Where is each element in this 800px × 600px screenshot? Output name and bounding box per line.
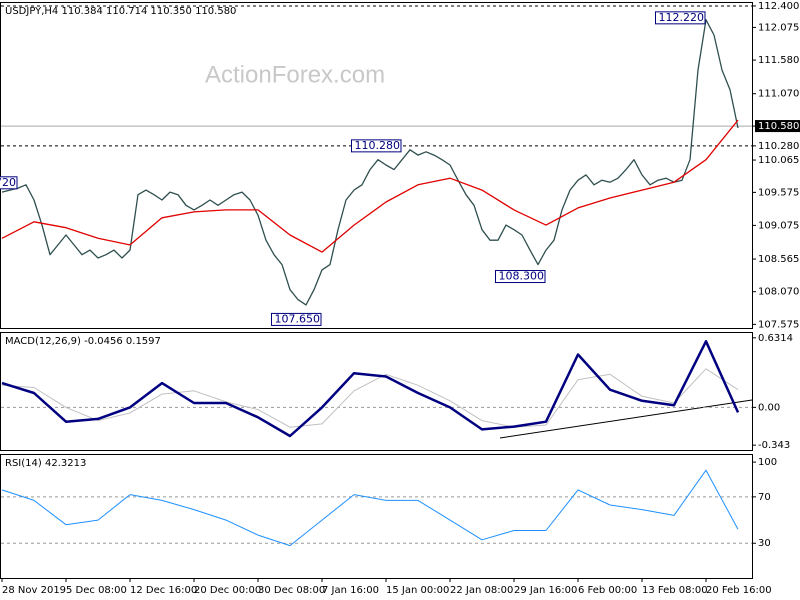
y-tick-label: 108.565 [758, 254, 799, 265]
annotation-box [0, 176, 18, 190]
y-tick-label: 30 [758, 538, 771, 549]
panel-frame [0, 332, 753, 451]
y-tick-label: 0.6314 [758, 333, 793, 344]
price-annotation: 110.280 [351, 139, 402, 153]
y-tick-label: 0.00 [758, 402, 780, 413]
price-annotation: 112.220 [655, 11, 706, 25]
price-annotation: 720 [0, 176, 18, 190]
y-tick-label: 112.075 [758, 22, 799, 33]
y-tick-label: 109.575 [758, 187, 799, 198]
x-tick-label: 29 Jan 16:00 [514, 585, 577, 596]
series-line [1, 368, 739, 428]
x-tick-label: 22 Jan 08:00 [450, 585, 513, 596]
annotation-box [271, 312, 322, 326]
annotation-label: 720 [0, 176, 16, 189]
annotation-box [495, 270, 546, 284]
y-tick-label: -0.343 [758, 440, 790, 451]
panel-title: RSI(14) 42.3213 [5, 458, 86, 469]
series-line [1, 469, 739, 547]
x-tick-label: 20 Feb 16:00 [706, 585, 772, 596]
y-tick-label: 111.580 [758, 55, 799, 66]
x-tick-label: 30 Dec 08:00 [258, 585, 325, 596]
panel-frame [0, 2, 753, 329]
annotation-box [351, 139, 402, 153]
x-tick-label: 15 Jan 00:00 [386, 585, 449, 596]
x-tick-label: 7 Jan 16:00 [322, 585, 379, 596]
y-tick-label: 110.580 [758, 121, 799, 132]
series-line [1, 119, 739, 253]
x-tick-label: 13 Feb 08:00 [642, 585, 708, 596]
x-tick-label: 20 Dec 00:00 [194, 585, 261, 596]
annotation-label: 108.300 [499, 270, 545, 283]
trend-line [499, 399, 753, 439]
x-tick-label: 5 Dec 08:00 [66, 585, 127, 596]
annotation-box [655, 11, 706, 25]
y-tick-label: 109.075 [758, 220, 799, 231]
panel-title: USDJPY,H4 110.384 110.714 110.350 110.58… [5, 6, 236, 17]
annotation-label: 107.650 [275, 312, 321, 325]
y-tick-label: 107.575 [758, 319, 799, 330]
y-tick-label: 100 [758, 457, 777, 468]
series-line [1, 340, 740, 438]
panel-title: MACD(12,26,9) -0.0456 0.1597 [5, 336, 161, 347]
annotation-label: 110.280 [355, 139, 401, 152]
y-tick-label: 108.070 [758, 287, 799, 298]
y-tick-label: 110.280 [758, 141, 799, 152]
current-price-box [755, 120, 800, 133]
y-tick-label: 70 [758, 492, 771, 503]
annotation-label: 112.220 [659, 11, 705, 24]
x-tick-label: 28 Nov 2019 [2, 585, 66, 596]
y-tick-label: 112.400 [758, 1, 799, 12]
y-tick-label: 110.065 [758, 155, 799, 166]
price-annotation: 108.300 [495, 270, 546, 284]
series-line [1, 19, 739, 306]
price-annotation: 107.650 [271, 312, 322, 326]
x-tick-label: 6 Feb 00:00 [578, 585, 637, 596]
watermark: ActionForex.com [205, 61, 385, 88]
x-tick-label: 12 Dec 16:00 [130, 585, 197, 596]
panel-frame [0, 454, 753, 579]
y-tick-label: 111.070 [758, 89, 799, 100]
